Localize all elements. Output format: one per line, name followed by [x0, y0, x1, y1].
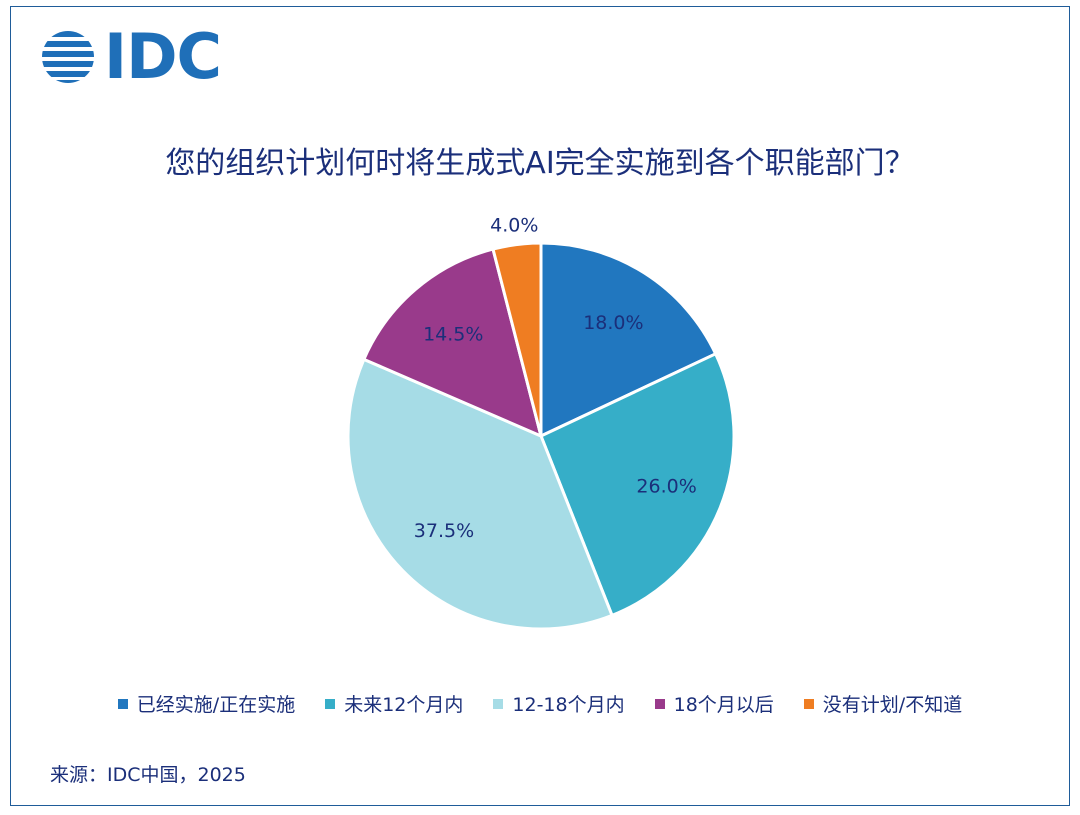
- legend-item-3: 18个月以后: [654, 690, 774, 717]
- slice-value-label-3: 14.5%: [423, 323, 483, 345]
- legend-label: 未来12个月内: [344, 694, 464, 716]
- pie-slice-0: [539, 241, 718, 439]
- logo-text: IDC: [104, 20, 222, 93]
- slice-value-label-0: 18.0%: [583, 312, 643, 334]
- slice-value-label-2: 37.5%: [414, 520, 474, 542]
- source-note: 来源：IDC中国，2025: [50, 764, 246, 786]
- chart-title: 您的组织计划何时将生成式AI完全实施到各个职能部门？: [165, 146, 915, 181]
- legend-item-1: 未来12个月内: [325, 690, 463, 717]
- pie-chart: 18.0% 26.0% 37.5% 14.5% 4.0%: [346, 215, 736, 631]
- legend-swatch: [493, 698, 504, 709]
- legend-swatch: [654, 698, 665, 709]
- globe-logo-icon: [42, 31, 94, 83]
- slice-value-label-1: 26.0%: [636, 476, 696, 498]
- legend-label: 18个月以后: [673, 694, 774, 716]
- legend-item-4: 没有计划/不知道: [803, 690, 963, 717]
- legend-swatch: [803, 698, 814, 709]
- legend-swatch: [117, 698, 128, 709]
- legend-label: 12-18个月内: [512, 694, 625, 716]
- pie-slice-4: [491, 241, 543, 437]
- pie-slice-2: [346, 357, 614, 631]
- legend-item-2: 12-18个月内: [493, 690, 625, 717]
- slice-value-label-4: 4.0%: [490, 215, 538, 237]
- legend-swatch: [325, 698, 336, 709]
- pie-slice-1: [539, 351, 736, 618]
- legend-label: 没有计划/不知道: [822, 694, 963, 716]
- pie-slice-3: [361, 247, 544, 439]
- idc-logo: IDC: [42, 20, 222, 93]
- legend-label: 已经实施/正在实施: [136, 694, 296, 716]
- legend-item-0: 已经实施/正在实施: [117, 690, 296, 717]
- chart-legend: 已经实施/正在实施 未来12个月内 12-18个月内 18个月以后 没有计划/不知道: [0, 690, 1080, 717]
